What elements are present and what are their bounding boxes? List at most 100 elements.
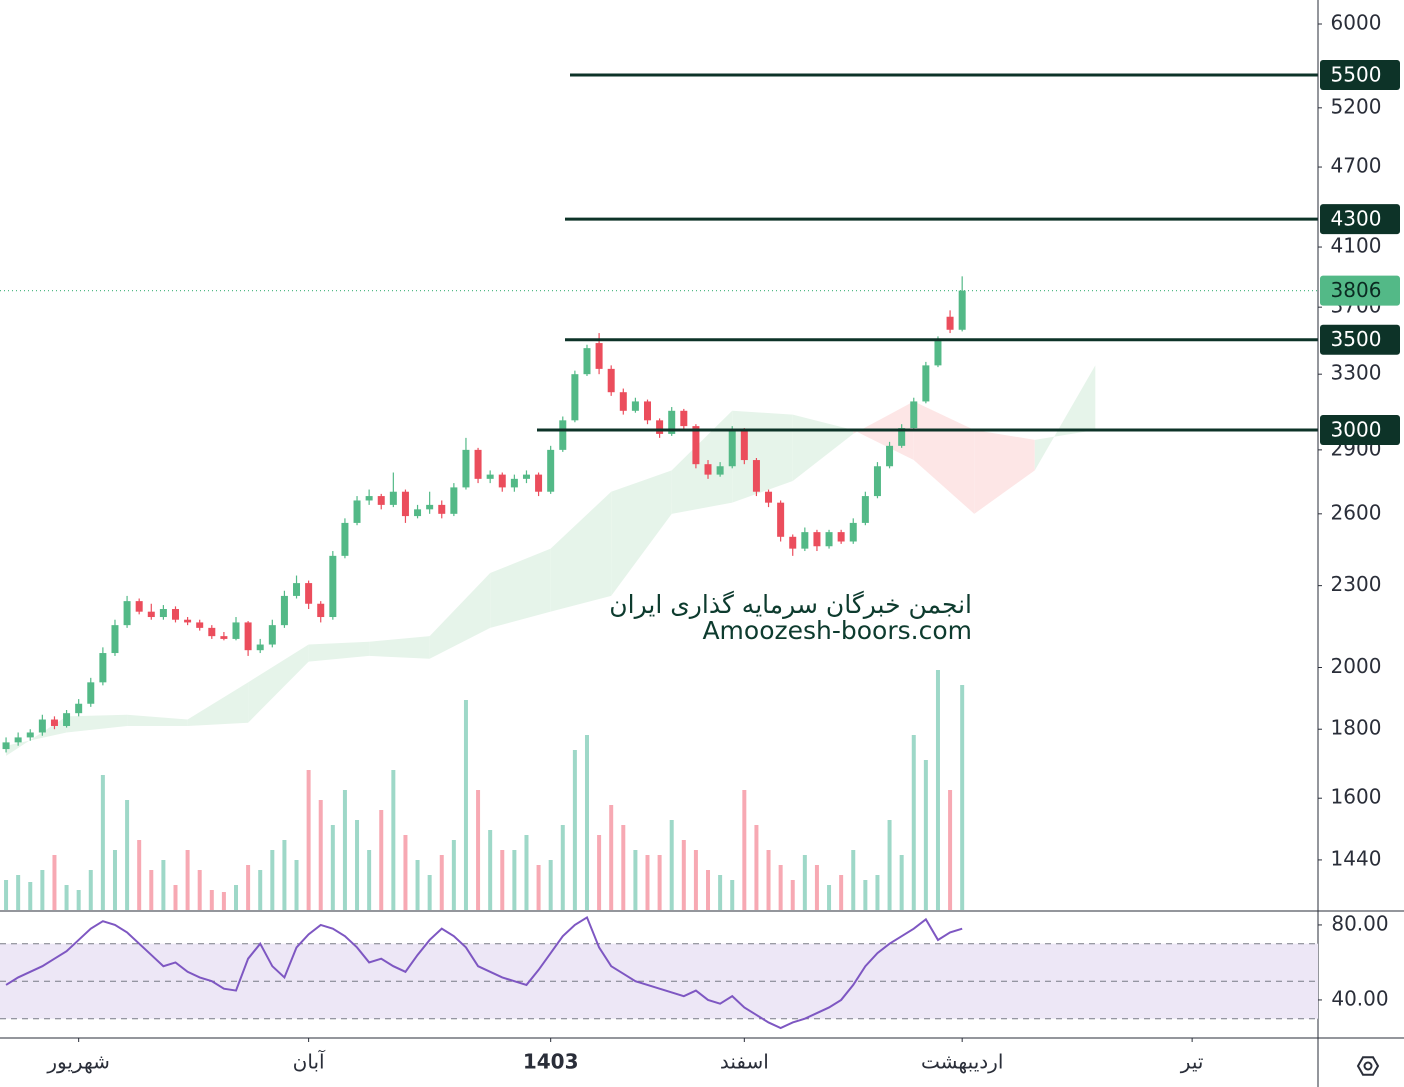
candle-body (607, 368, 615, 393)
candle-body (99, 653, 107, 683)
volume-bar (76, 890, 81, 910)
volume-bar (463, 700, 468, 910)
candle-body (765, 491, 773, 503)
candle-body (535, 474, 543, 492)
candle-body (510, 478, 518, 488)
candle-body (922, 365, 930, 402)
volume-bar (948, 790, 953, 910)
volume-bar (923, 760, 928, 910)
volume-bar (560, 825, 565, 910)
volume-bar (318, 800, 323, 910)
volume-bar (367, 850, 372, 910)
ichimoku-cloud (550, 491, 612, 612)
volume-bar (100, 775, 105, 910)
watermark-url: Amoozesh-boors.com (702, 616, 972, 645)
settings-icon[interactable] (1356, 1056, 1380, 1076)
rsi-band (0, 943, 1318, 1019)
volume-bar (500, 850, 505, 910)
volume-bar (379, 810, 384, 910)
candle-body (886, 445, 894, 467)
candle-body (837, 532, 845, 542)
volume-bar (645, 855, 650, 910)
volume-bar (488, 830, 493, 910)
ichimoku-cloud (369, 636, 430, 659)
candle-body (2, 742, 10, 750)
level-label: 4300 (1331, 207, 1382, 231)
volume-bar (306, 770, 311, 910)
ichimoku-cloud (248, 644, 309, 723)
candle-body (547, 449, 555, 492)
volume-bar (40, 870, 45, 910)
candle-body (196, 622, 204, 628)
volume-bar (439, 855, 444, 910)
watermark-title: انجمن خبرگان سرمایه گذاری ایران (609, 590, 972, 619)
volume-bar (584, 735, 589, 910)
candle-body (220, 636, 228, 639)
volume-bar (827, 885, 832, 910)
volume-bar (185, 850, 190, 910)
volume-bar (52, 855, 57, 910)
volume-bar (28, 882, 33, 910)
y-tick-label: 2000 (1331, 654, 1382, 678)
candle-body (268, 625, 276, 645)
rsi-line (5, 915, 963, 1030)
candle-body (910, 401, 918, 429)
volume-bar (633, 850, 638, 910)
candle-body (208, 627, 216, 637)
volume-bar (246, 865, 251, 910)
candle-body (426, 504, 434, 510)
volume-bar (427, 875, 432, 910)
candle-body (123, 601, 131, 626)
candle-body (716, 466, 724, 475)
candle-body (474, 449, 482, 479)
candle-body (171, 609, 179, 620)
candle-body (583, 348, 591, 375)
candle-body (813, 532, 821, 547)
candle-body (668, 410, 676, 434)
candle-body (280, 595, 288, 626)
x-tick-label: اسفند (720, 1050, 769, 1074)
candle-body (232, 622, 240, 639)
candle-body (135, 601, 143, 612)
volume-bar (234, 885, 239, 910)
candle-body (789, 536, 797, 549)
volume-bar (597, 835, 602, 910)
candle-body (595, 343, 603, 369)
y-tick-label: 2600 (1331, 500, 1382, 524)
volume-bar (766, 850, 771, 910)
candle-body (75, 703, 83, 714)
volume-bar (342, 790, 347, 910)
y-tick-label: 6000 (1331, 11, 1382, 35)
volume-bar (173, 885, 178, 910)
x-tick-label: اردیبهشت (921, 1050, 1003, 1074)
settings-dot (1363, 1061, 1373, 1071)
volume-bar (88, 870, 93, 910)
volume-bar (548, 860, 553, 910)
candle-body (740, 430, 748, 461)
candle-body (414, 509, 422, 517)
volume-bar (391, 770, 396, 910)
level-label-bg (1320, 204, 1400, 235)
candle-body (692, 426, 700, 465)
last-price-label-bg (1320, 275, 1400, 306)
candle-body (752, 460, 760, 492)
candle-body (898, 428, 906, 446)
volume-bar (125, 800, 130, 910)
volume-bar (476, 790, 481, 910)
candle-body (498, 474, 506, 488)
volume-bar (754, 825, 759, 910)
volume-bar (935, 670, 940, 910)
volume-bar (355, 820, 360, 910)
volume-bar (742, 790, 747, 910)
y-tick-label: 4100 (1331, 234, 1382, 258)
candle-body (389, 491, 397, 505)
candle-body (159, 609, 167, 618)
candle-body (341, 522, 349, 556)
ichimoku-cloud (974, 430, 1035, 514)
volume-bar (16, 875, 21, 910)
volume-bar (330, 825, 335, 910)
candle-body (353, 500, 361, 523)
ichimoku-cloud (490, 548, 551, 628)
volume-bar (693, 850, 698, 910)
